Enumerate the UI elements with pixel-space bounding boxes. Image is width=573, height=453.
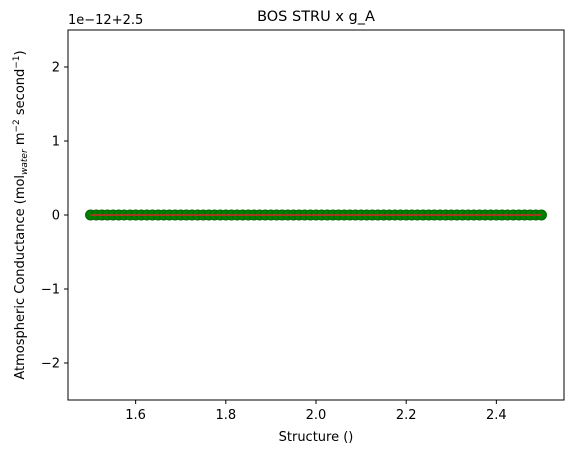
x-axis-label: Structure () [279,430,354,445]
x-tick-label: 2.0 [306,408,327,423]
y-axis-label-close: ) [13,50,28,55]
x-tick-label: 1.6 [125,408,146,423]
y-axis-offset-label: 1e−12+2.5 [68,13,143,28]
y-axis-label-subscript: water [20,148,30,175]
data-marks [85,209,547,221]
x-tick-label: 2.2 [396,408,417,423]
y-tick-label: −2 [41,357,60,372]
x-tick-label: 2.4 [486,408,507,423]
y-tick-label: −1 [41,283,60,298]
y-tick-label: 2 [52,61,60,76]
x-axis-ticks: 1.6 1.8 2.0 2.2 2.4 [125,400,507,423]
x-tick-label: 1.8 [215,408,236,423]
y-axis-label-unit-1: m [13,133,28,150]
y-axis-ticks: −2 −1 0 1 2 [41,61,68,372]
y-tick-label: 0 [52,209,60,224]
y-axis-label: Atmospheric Conductance (molwater m−2 se… [12,50,30,379]
chart-title: BOS STRU x g_A [257,9,375,25]
y-axis-label-superscript-2: −1 [12,55,22,68]
y-axis-label-superscript-1: −2 [12,119,22,132]
y-axis-label-unit-2: second [13,69,28,120]
y-tick-label: 1 [52,135,60,150]
y-axis-label-main: Atmospheric Conductance (mol [13,175,28,380]
